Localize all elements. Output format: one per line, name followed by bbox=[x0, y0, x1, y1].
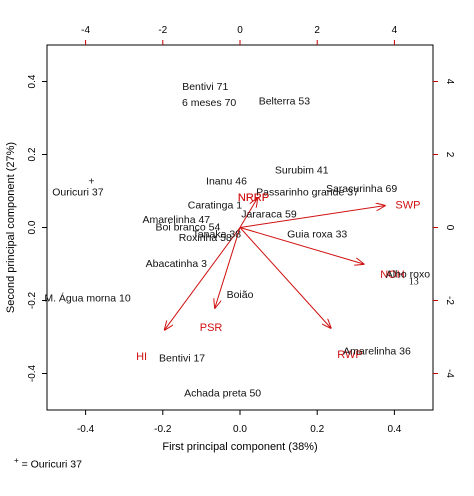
right-tick-label: 4 bbox=[444, 79, 455, 85]
top-tick-label: -4 bbox=[81, 25, 90, 36]
x-axis-title: First principal component (38%) bbox=[162, 441, 317, 453]
observation-label: Amarelinha 36 bbox=[343, 345, 411, 357]
top-tick-label: 2 bbox=[314, 25, 320, 36]
observation-label: Alho roxo bbox=[386, 269, 431, 281]
right-tick-label: -4 bbox=[444, 369, 455, 378]
y-tick-label: -0.4 bbox=[27, 364, 38, 382]
y-tick-label: 0.4 bbox=[27, 74, 38, 88]
observation-label: Jararaca 59 bbox=[241, 209, 297, 221]
observation-label: Saracurinha 69 bbox=[326, 183, 397, 195]
x-tick-label: 0.4 bbox=[387, 424, 401, 435]
footnote: + = Ouricuri 37 bbox=[14, 456, 82, 471]
loading-arrow-rwp bbox=[239, 227, 331, 328]
footnote-text: = Ouricuri 37 bbox=[18, 458, 82, 471]
observation-label: Boião bbox=[227, 289, 254, 301]
loading-arrow-psr bbox=[215, 227, 241, 308]
loading-label-swp: SWP bbox=[395, 200, 420, 212]
loading-label-hi: HI bbox=[136, 351, 147, 363]
observation-label: Inanu 46 bbox=[206, 176, 247, 188]
y-tick-label: -0.2 bbox=[27, 291, 38, 309]
y-tick-label: 0.0 bbox=[27, 220, 38, 234]
loading-label-noh: NOH bbox=[380, 269, 405, 281]
loading-label-psr: PSR bbox=[200, 322, 223, 334]
biplot-chart: -0.4 -0.2 0.0 0.2 0.4 -0.4 -0.2 0.0 0.2 0.4 -4 -2 0 2… bbox=[5, 25, 455, 453]
top-tick-label: -2 bbox=[158, 25, 167, 36]
observation-label: Caratinga 1 bbox=[188, 199, 242, 211]
right-tick-label: 2 bbox=[444, 152, 455, 158]
observation-label: Boi branco 54 bbox=[155, 221, 220, 233]
loading-arrow-noh bbox=[239, 227, 364, 265]
observation-label: Ouricuri 37 bbox=[52, 187, 104, 199]
observation-label: 13 bbox=[409, 277, 419, 288]
y-tick-label: 0.2 bbox=[27, 147, 38, 161]
observation-label: Bentivi 17 bbox=[159, 353, 205, 365]
x-tick-label: -0.4 bbox=[77, 424, 95, 435]
right-tick-label: -2 bbox=[444, 296, 455, 305]
observation-label: Amarelinha 47 bbox=[142, 214, 210, 226]
top-tick-label: 4 bbox=[392, 25, 398, 36]
x-tick-label: 0.2 bbox=[310, 424, 324, 435]
loading-label-rwp: RWP bbox=[337, 349, 362, 361]
x-tick-label: 0.0 bbox=[233, 424, 247, 435]
loading-arrow-nrrp bbox=[239, 198, 257, 228]
top-tick-label: 0 bbox=[237, 25, 243, 36]
observation-label: Bentivi 71 bbox=[182, 81, 228, 93]
marks-layer: NRRP SWP NOH RWP HI PSR Bentivi 71 6 meses 70 Be… bbox=[44, 81, 430, 400]
observation-label: Belterra 53 bbox=[259, 95, 311, 107]
observation-label: NRRP bbox=[238, 192, 269, 204]
x-tick-label: -0.2 bbox=[154, 424, 172, 435]
observation-label: Abacatinha 3 bbox=[146, 258, 207, 270]
y-axis-title: Second principal component (27%) bbox=[5, 142, 17, 313]
footnote-mark: + bbox=[14, 456, 19, 465]
observation-label: Tanaka 38 bbox=[193, 229, 242, 241]
observation-label: M. Água morna 10 bbox=[44, 291, 131, 304]
loading-label-nrrp: NRRP bbox=[238, 192, 269, 204]
loading-arrow-hi bbox=[165, 227, 241, 330]
axes-layer: -0.4 -0.2 0.0 0.2 0.4 -0.4 -0.2 0.0 0.2 0.4 -4 -2 0 2… bbox=[5, 25, 455, 453]
observation-label: Passarinho grande 37 bbox=[256, 187, 359, 199]
observation-label: 6 meses 70 bbox=[182, 97, 236, 109]
observation-label: Surubim 41 bbox=[275, 165, 329, 177]
observation-label: Achada preta 50 bbox=[184, 387, 261, 399]
reference-mark: + bbox=[88, 176, 94, 188]
loading-arrow-swp bbox=[239, 206, 385, 228]
observation-label: Guia roxa 33 bbox=[287, 229, 347, 241]
observation-label: Roxinha 58 bbox=[179, 232, 232, 244]
right-tick-label: 0 bbox=[444, 225, 455, 231]
